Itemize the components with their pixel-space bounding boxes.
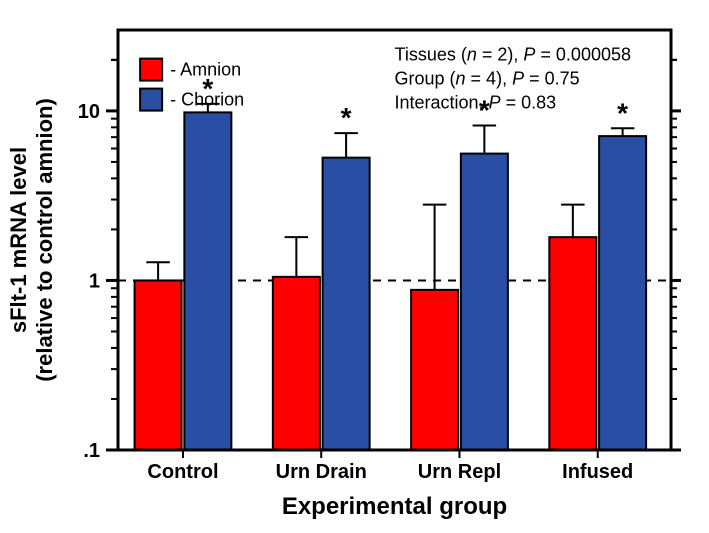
bar — [411, 290, 458, 450]
stats-line: Interaction, P = 0.83 — [395, 93, 557, 113]
svg-text:10: 10 — [78, 101, 100, 123]
x-tick-label: Urn Drain — [276, 461, 367, 483]
legend-label: - Amnion — [170, 60, 241, 80]
stats-line: Group (n = 4), P = 0.75 — [395, 69, 580, 89]
bar — [184, 112, 231, 450]
svg-text:1: 1 — [89, 270, 100, 292]
bar — [273, 277, 320, 450]
x-axis-label: Experimental group — [282, 493, 507, 520]
svg-text:.1: .1 — [83, 440, 100, 462]
legend-swatch — [140, 89, 162, 111]
y-axis-label: sFlt-1 mRNA level(relative to control am… — [6, 98, 57, 382]
stats-line: Tissues (n = 2), P = 0.000058 — [395, 45, 632, 65]
bar — [461, 154, 508, 450]
bar — [599, 136, 646, 450]
legend-label: - Chorion — [170, 90, 244, 110]
x-tick-label: Infused — [562, 461, 633, 483]
chart-container: .1110ControlUrn DrainUrn ReplInfused****… — [0, 0, 709, 533]
bar — [549, 237, 596, 450]
bar — [323, 158, 370, 450]
legend-swatch — [140, 59, 162, 81]
x-tick-label: Urn Repl — [418, 461, 501, 483]
bar — [135, 280, 182, 450]
chart-svg: .1110ControlUrn DrainUrn ReplInfused****… — [0, 0, 709, 533]
significance-mark: * — [341, 102, 352, 133]
x-tick-label: Control — [147, 461, 218, 483]
significance-mark: * — [617, 97, 628, 128]
